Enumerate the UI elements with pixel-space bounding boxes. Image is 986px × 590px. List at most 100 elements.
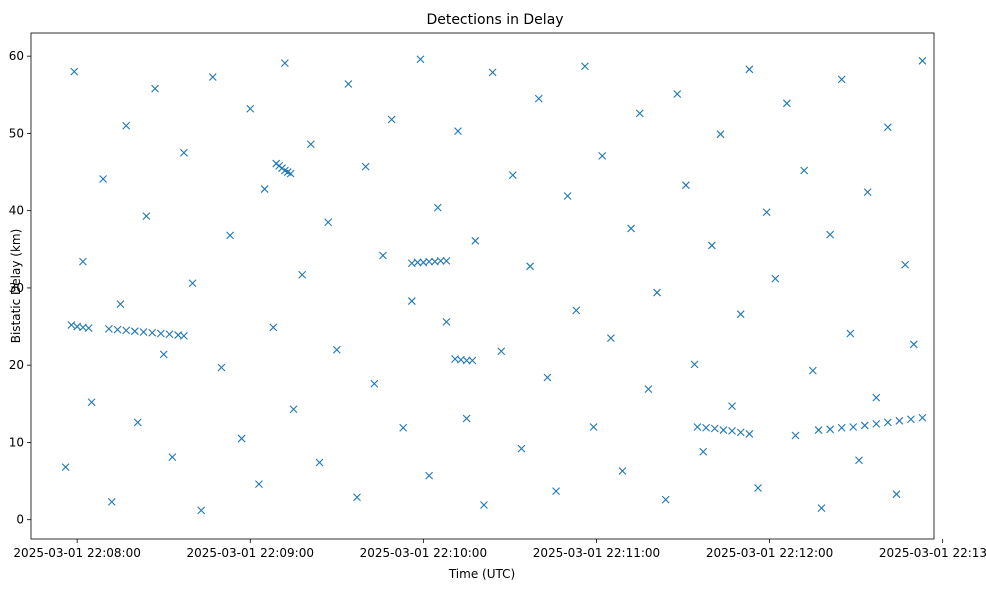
data-point [468,356,477,365]
x-tick-label: 2025-03-01 22:09:00 [187,546,314,560]
data-point [269,323,278,332]
data-point [260,185,269,193]
data-point [883,418,892,427]
data-point [416,55,425,64]
data-point [846,329,855,338]
data-point [517,444,526,453]
data-point [814,426,823,434]
data-point [425,471,434,480]
x-tick-label: 2025-03-01 22:11:00 [533,546,660,560]
data-point [817,504,826,512]
data-point [113,325,122,334]
data-point [826,425,835,434]
data-point [286,169,295,178]
y-tick-label: 30 [9,281,24,295]
data-point [471,236,480,245]
data-point [526,262,534,271]
data-point [122,326,131,335]
data-point [116,300,125,309]
data-point [387,115,396,124]
data-point [855,456,863,465]
data-point [745,430,754,438]
data-point [552,487,560,495]
data-point [70,67,79,76]
data-point [165,330,174,339]
chart-title: Detections in Delay [426,12,563,28]
plot-area [30,32,935,540]
y-axis: 0 10 20 30 40 50 60 [9,49,31,527]
data-point [180,331,188,340]
y-axis-label: Bistatic Delay (km) [9,229,23,344]
x-tick-label: 2025-03-01 22:08:00 [13,546,140,560]
data-point [699,447,708,456]
data-point [618,467,627,475]
data-point [791,431,800,440]
data-point [872,393,881,402]
data-point [682,181,690,190]
y-tick-label: 50 [9,126,24,140]
data-point [543,373,552,382]
data-point [344,80,353,88]
data-point [635,109,644,118]
data-point [581,62,589,71]
data-point [180,148,188,157]
data-point [872,420,881,428]
data-point [837,423,846,432]
data-point [361,162,370,171]
x-axis-label: Time (UTC) [448,567,515,581]
data-point [142,212,151,220]
data-point [860,421,869,430]
data-point [736,310,745,319]
data-point [442,318,451,326]
data-point [563,192,572,200]
data-point [673,90,682,98]
data-point [707,241,716,250]
plot-frame [30,32,935,540]
data-point [716,130,725,139]
data-point [289,405,298,414]
data-point [442,257,451,265]
data-point [87,398,96,407]
data-point [480,501,488,509]
x-axis: 2025-03-01 22:08:00 2025-03-01 22:09:00 20… [13,539,986,560]
data-point [606,334,615,343]
data-point [246,104,255,113]
y-tick-label: 20 [9,358,24,372]
data-point [139,328,148,336]
data-point [800,166,809,175]
data-point [188,279,197,288]
data-point [736,428,745,437]
data-point [399,423,408,432]
data-point [425,257,434,266]
data-point [208,73,217,81]
data-point [653,288,661,297]
data-point [148,328,157,337]
data-point [895,416,904,425]
data-point [627,224,635,233]
data-point [280,59,289,68]
data-point [728,426,736,435]
data-point [298,270,307,279]
data-point [534,94,543,103]
data-point [762,208,771,217]
data-point [324,218,333,227]
data-point [462,414,471,423]
data-point [436,257,445,265]
data-point [332,345,341,354]
data-point [644,385,653,394]
data-point [598,151,607,160]
data-point [156,329,165,338]
y-tick-label: 0 [16,513,24,527]
y-tick-label: 40 [9,204,24,218]
data-point [433,203,442,212]
data-point [197,506,206,515]
data-point [745,65,754,74]
data-point [462,356,471,365]
data-point [907,415,915,424]
data-point [105,324,113,333]
data-point [151,84,159,93]
data-point [315,458,324,467]
data-point [572,306,581,315]
data-point [84,324,93,332]
